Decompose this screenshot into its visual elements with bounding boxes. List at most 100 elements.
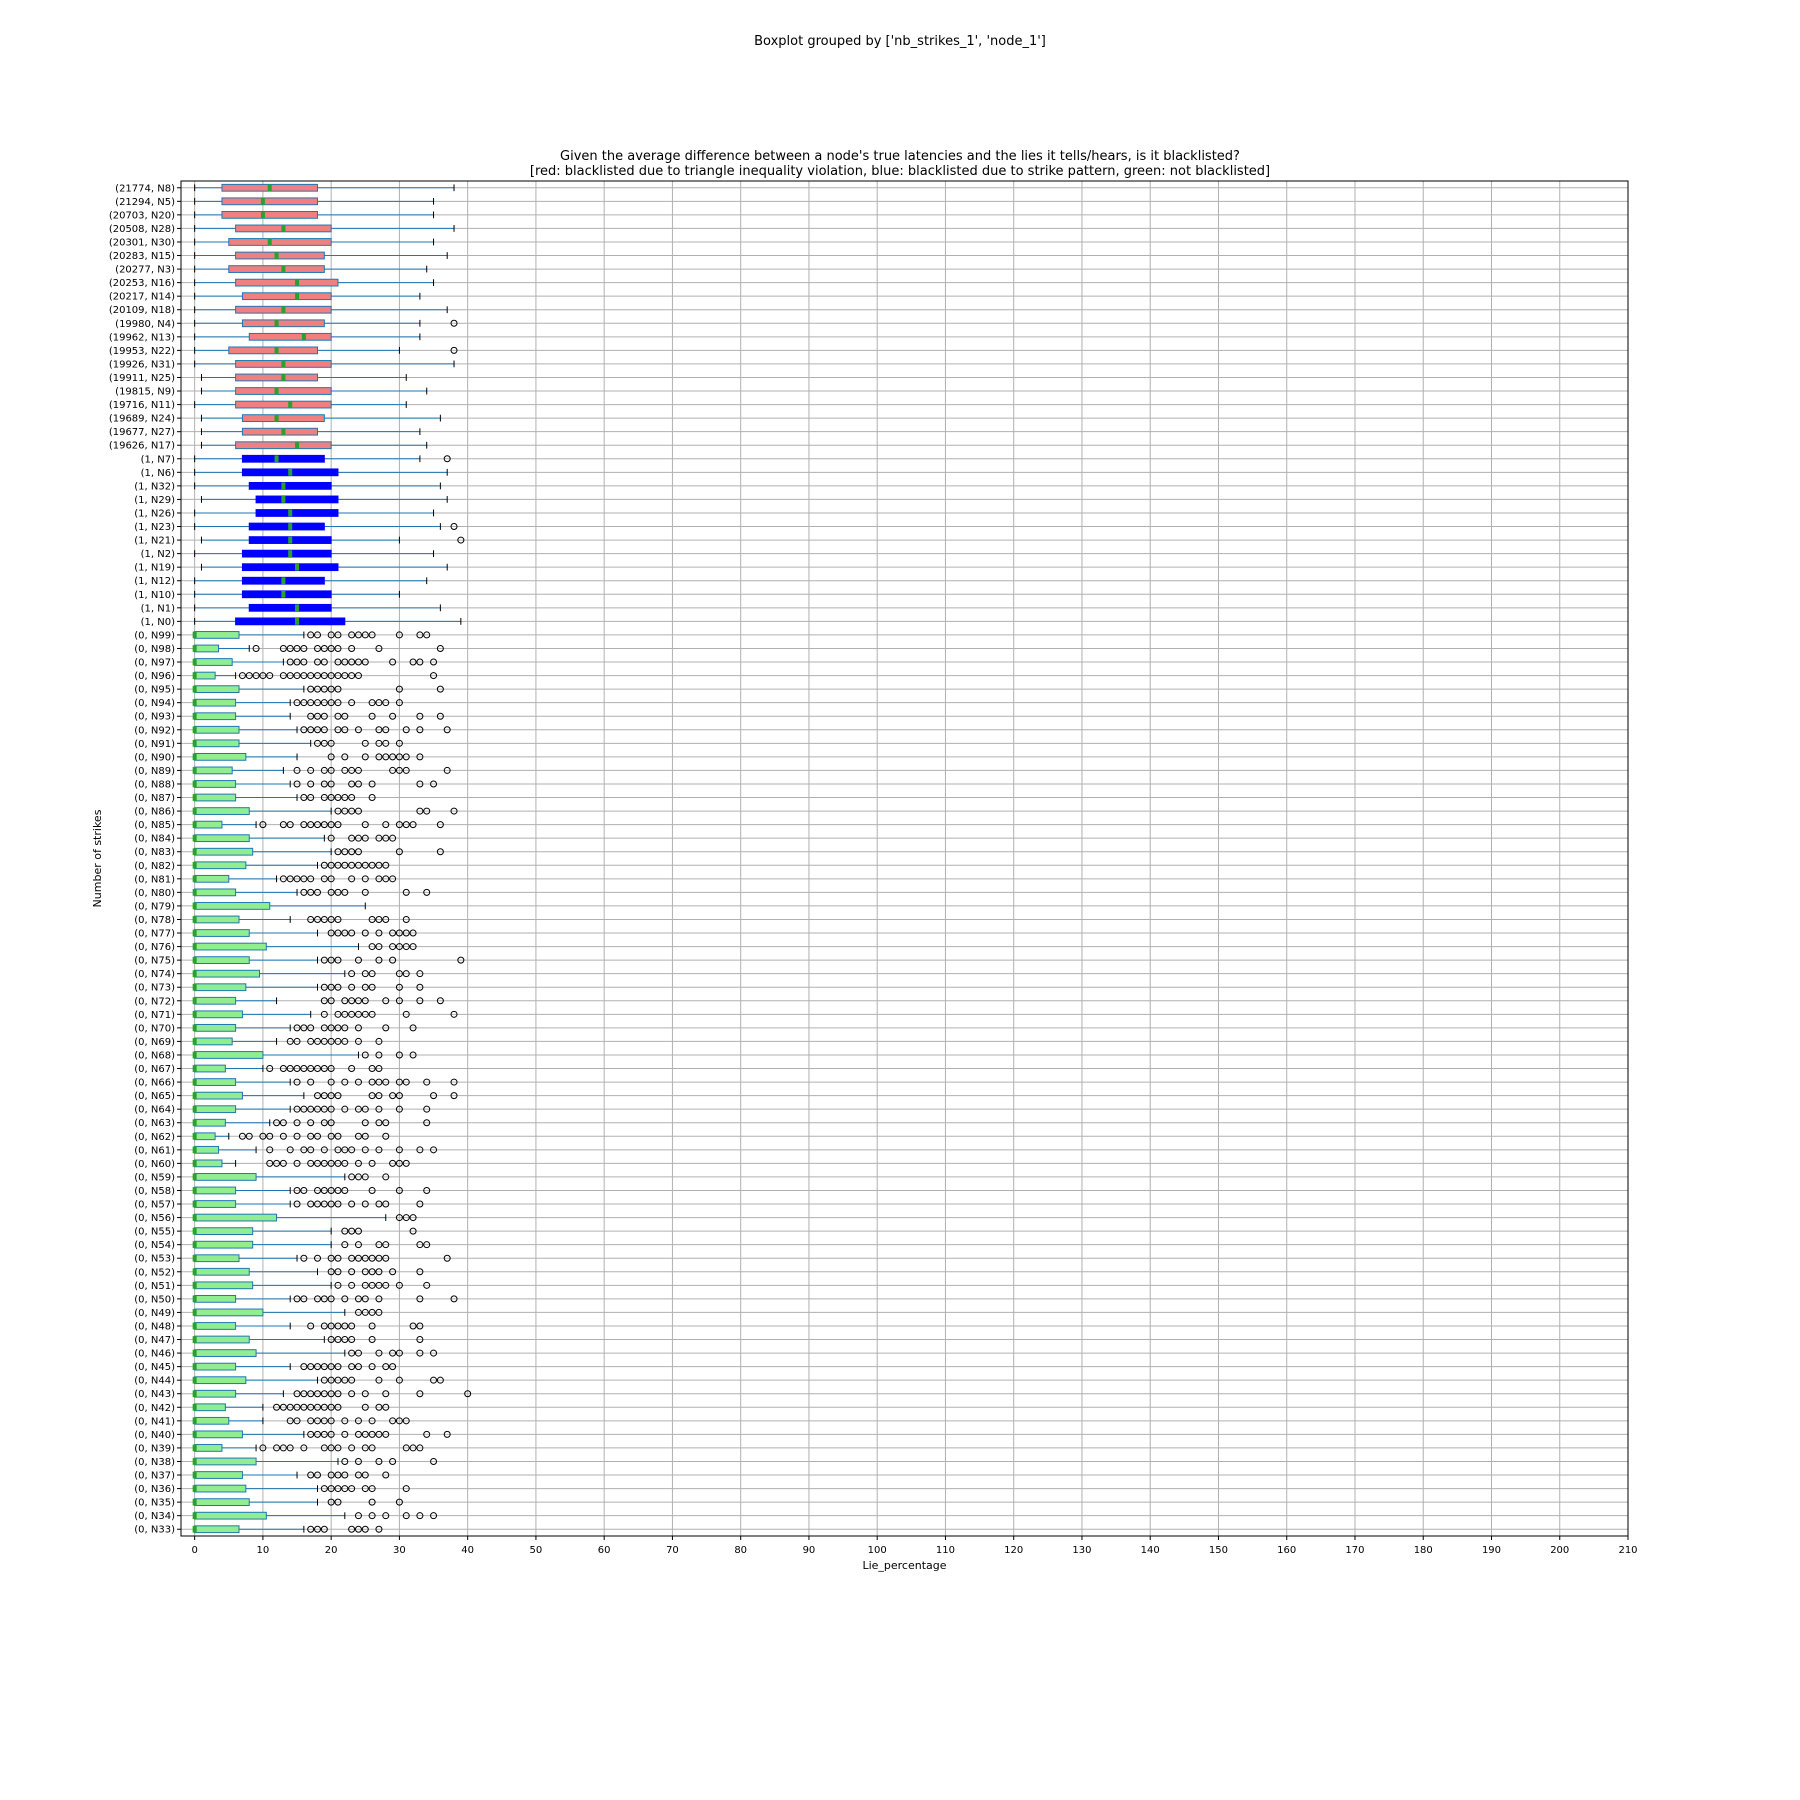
outlier-point xyxy=(416,1512,424,1520)
outlier-point xyxy=(327,631,335,639)
outlier-point xyxy=(348,1525,356,1533)
box xyxy=(248,332,332,341)
outlier-point xyxy=(354,1227,362,1235)
outlier-point xyxy=(293,1132,301,1140)
outlier-point xyxy=(334,1268,342,1276)
outlier-point xyxy=(327,685,335,693)
outlier-point xyxy=(368,1186,376,1194)
boxplot-(0, N64) xyxy=(192,1105,431,1114)
y-tick-label: (19815, N9) xyxy=(115,387,175,398)
outlier-point xyxy=(279,821,287,829)
outlier-point xyxy=(314,631,322,639)
boxplot-(0, N92) xyxy=(192,725,451,734)
outlier-point xyxy=(307,1119,315,1127)
outlier-point xyxy=(320,1444,328,1452)
y-tick-label: (1, N2) xyxy=(141,549,175,560)
box xyxy=(194,1322,237,1330)
y-tick-label: (0, N78) xyxy=(134,915,175,926)
outlier-point xyxy=(375,1308,383,1316)
outlier-point xyxy=(279,1065,287,1073)
boxplot-(0, N85) xyxy=(192,820,444,829)
outlier-point xyxy=(409,1444,417,1452)
median-marker xyxy=(274,387,279,395)
median-marker xyxy=(281,428,286,436)
outlier-point xyxy=(361,1132,369,1140)
outlier-point xyxy=(354,1471,362,1479)
outlier-point xyxy=(327,1390,335,1398)
x-tick-label: 140 xyxy=(1141,1545,1160,1556)
outlier-point xyxy=(361,1308,369,1316)
boxplot-(0, N88) xyxy=(192,780,438,788)
box xyxy=(194,820,223,829)
box xyxy=(248,481,332,490)
outlier-point xyxy=(307,1363,315,1371)
outlier-point xyxy=(389,1417,397,1425)
outlier-point xyxy=(300,1024,308,1032)
outlier-point xyxy=(368,970,376,978)
outlier-point xyxy=(416,1241,424,1249)
box xyxy=(235,617,346,626)
median-marker xyxy=(288,536,293,544)
boxplot-(0, N41) xyxy=(192,1416,410,1425)
outlier-point xyxy=(361,1444,369,1452)
outlier-point xyxy=(348,875,356,883)
boxplot-(0, N81) xyxy=(192,874,397,883)
outlier-point xyxy=(341,794,349,802)
box xyxy=(194,1051,264,1059)
x-tick-label: 150 xyxy=(1209,1545,1228,1556)
outlier-point xyxy=(320,794,328,802)
outlier-point xyxy=(348,1376,356,1384)
outlier-point xyxy=(327,1322,335,1330)
box xyxy=(248,522,325,531)
y-tick-label: (0, N36) xyxy=(134,1484,175,1495)
outlier-point xyxy=(430,1512,438,1520)
outlier-point xyxy=(354,1295,362,1303)
outlier-point xyxy=(307,631,315,639)
outlier-point xyxy=(348,848,356,856)
outlier-point xyxy=(327,1403,335,1411)
outlier-point xyxy=(354,631,362,639)
outlier-point xyxy=(327,644,335,652)
outlier-point xyxy=(293,1403,301,1411)
median-marker xyxy=(192,875,197,883)
outlier-point xyxy=(320,780,328,788)
x-tick-label: 130 xyxy=(1072,1545,1091,1556)
y-tick-label: (0, N60) xyxy=(134,1159,175,1170)
outlier-point xyxy=(341,1457,349,1465)
outlier-point xyxy=(416,712,424,720)
outlier-point xyxy=(348,1268,356,1276)
outlier-point xyxy=(375,1065,383,1073)
outlier-point xyxy=(314,1092,322,1100)
y-tick-label: (1, N19) xyxy=(134,563,175,574)
box xyxy=(194,1145,220,1154)
outlier-point xyxy=(279,1132,287,1140)
outlier-point xyxy=(409,943,417,951)
outlier-point xyxy=(334,1336,342,1344)
outlier-point xyxy=(314,726,322,734)
outlier-point xyxy=(423,1281,431,1289)
outlier-point xyxy=(389,929,397,937)
outlier-point xyxy=(354,1430,362,1438)
box xyxy=(194,1091,243,1100)
outlier-point xyxy=(361,658,369,666)
median-marker xyxy=(192,1458,197,1465)
outlier-point xyxy=(395,1281,403,1289)
median-marker xyxy=(192,1336,197,1343)
outlier-point xyxy=(238,1132,246,1140)
y-tick-label: (0, N77) xyxy=(134,929,175,940)
outlier-point xyxy=(443,455,451,463)
median-marker xyxy=(295,279,300,287)
median-marker xyxy=(295,563,300,571)
outlier-point xyxy=(327,821,335,829)
box xyxy=(235,373,319,382)
boxplot-(0, N98) xyxy=(192,644,444,653)
median-marker xyxy=(274,319,279,327)
outlier-point xyxy=(348,794,356,802)
median-marker xyxy=(192,1078,197,1086)
boxplot-(1, N21) xyxy=(200,536,465,544)
boxplot-(0, N96) xyxy=(192,671,438,680)
outlier-point xyxy=(327,1485,335,1493)
outlier-point xyxy=(436,1376,444,1384)
outlier-point xyxy=(348,631,356,639)
outlier-point xyxy=(341,1024,349,1032)
